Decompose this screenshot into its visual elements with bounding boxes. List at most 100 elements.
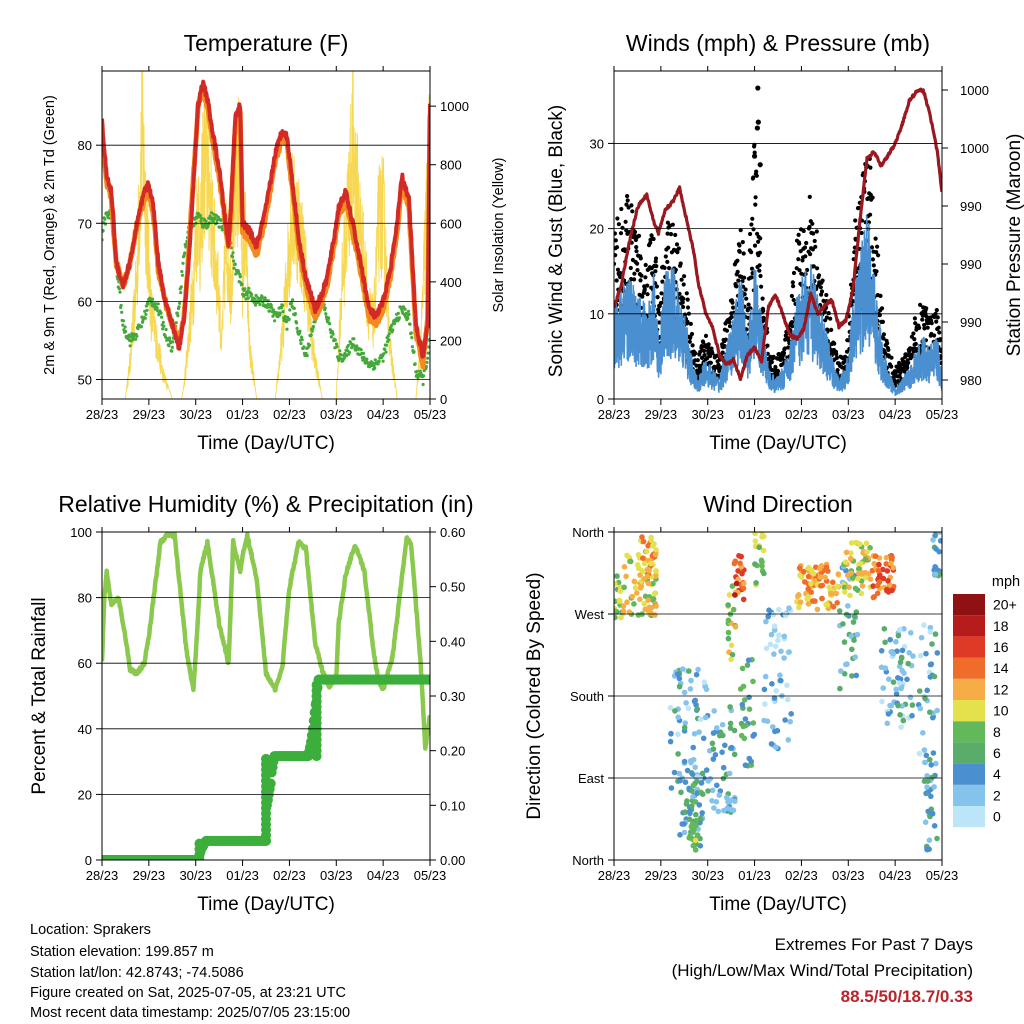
gust-point <box>802 245 808 250</box>
wind-direction-point <box>686 816 693 822</box>
gust-point <box>924 306 929 311</box>
wind-direction-point <box>918 634 925 641</box>
dewpoint-point <box>377 359 381 363</box>
dewpoint-point <box>210 211 214 215</box>
x-tick-label-temperature: 30/23 <box>179 407 212 422</box>
gust-point <box>740 240 745 245</box>
gust-peak-point <box>751 153 758 159</box>
x-tick-label-direction: 02/23 <box>785 868 818 883</box>
dewpoint-point <box>240 282 244 286</box>
wind-direction-point <box>709 740 716 747</box>
dewpoint-point <box>324 312 328 316</box>
dewpoint-point <box>329 335 333 339</box>
wind-direction-point <box>817 566 823 572</box>
gust-point <box>757 263 762 268</box>
dewpoint-point <box>338 349 342 353</box>
wind-direction-point <box>857 541 863 547</box>
dewpoint-point <box>231 251 235 255</box>
wind-direction-point <box>720 775 727 782</box>
gust-point <box>698 368 703 373</box>
wind-direction-point <box>731 751 738 758</box>
x-tick-label-humidity: 04/23 <box>367 868 400 883</box>
wind-direction-point <box>928 793 934 800</box>
wind-direction-point <box>728 797 734 804</box>
wind-direction-point <box>771 695 778 701</box>
gust-point <box>807 194 812 199</box>
gust-point <box>668 232 674 237</box>
wind-direction-point <box>753 580 759 586</box>
colorbar-swatch <box>953 700 985 722</box>
dewpoint-point <box>408 322 412 326</box>
gust-point <box>889 355 894 360</box>
dewpoint-point <box>293 312 297 316</box>
wind-direction-point <box>874 582 881 589</box>
x-tick-label-direction: 04/23 <box>879 868 912 883</box>
wind-direction-point <box>880 575 887 582</box>
wind-direction-point <box>761 570 767 577</box>
x-tick-label-winds: 01/23 <box>738 407 771 422</box>
gust-point <box>665 231 670 236</box>
station-pressure-line <box>614 87 942 382</box>
wind-direction-point <box>702 714 709 721</box>
gust-point <box>878 293 883 298</box>
dewpoint-point <box>387 332 391 336</box>
wind-direction-point <box>890 679 897 685</box>
y-axis-label-direction: Direction (Colored By Speed) <box>524 572 545 819</box>
wind-direction-point <box>645 597 651 603</box>
wind-direction-point <box>929 641 935 647</box>
wind-direction-point <box>699 810 705 816</box>
x-tick-label-direction: 29/23 <box>645 868 678 883</box>
dewpoint-point <box>128 344 132 348</box>
wind-direction-point <box>639 534 645 540</box>
gust-point <box>912 316 918 321</box>
wind-direction-point <box>637 596 643 603</box>
dewpoint-point <box>159 311 163 315</box>
wind-direction-point <box>800 568 807 575</box>
y-tick-label-winds: 0 <box>597 392 604 407</box>
y-tick-label-right-temperature: 600 <box>440 216 462 231</box>
wind-direction-point <box>768 631 775 638</box>
dewpoint-point <box>265 305 269 309</box>
wind-direction-point <box>748 758 754 765</box>
dewpoint-point <box>390 323 394 327</box>
gust-point <box>801 228 806 234</box>
gust-point <box>932 314 937 320</box>
wind-direction-point <box>727 704 733 710</box>
wind-direction-point <box>867 576 874 582</box>
wind-direction-point <box>858 590 865 597</box>
gust-point <box>751 175 756 180</box>
gust-point <box>746 302 751 307</box>
dewpoint-point <box>391 328 395 332</box>
gust-point <box>749 222 754 227</box>
temperature-2m-line <box>102 79 430 359</box>
gust-peak-point <box>754 125 760 131</box>
wind-direction-point <box>849 646 855 653</box>
wind-direction-point <box>765 613 771 620</box>
dewpoint-point <box>160 315 164 319</box>
gust-point <box>653 256 659 261</box>
dewpoint-point <box>396 311 400 315</box>
wind-direction-point <box>930 714 936 721</box>
wind-direction-point <box>641 560 648 567</box>
gust-point <box>758 273 763 279</box>
dewpoint-point <box>415 369 419 373</box>
gust-point <box>695 358 700 363</box>
dewpoint-point <box>121 319 125 323</box>
wind-direction-point <box>909 702 916 708</box>
dewpoint-point <box>361 351 366 355</box>
wind-direction-point <box>879 698 885 705</box>
dewpoint-point <box>381 359 385 363</box>
x-tick-label-winds: 05/23 <box>926 407 959 422</box>
dewpoint-point <box>371 361 375 365</box>
wind-direction-point <box>631 578 638 585</box>
gust-point <box>829 327 834 332</box>
gust-point <box>937 330 942 335</box>
wind-direction-point <box>731 560 738 567</box>
plot-area-temperature <box>102 71 430 399</box>
gust-peak-point <box>755 85 761 91</box>
dewpoint-point <box>124 329 128 334</box>
gust-point <box>790 280 795 285</box>
wind-direction-point <box>830 579 836 586</box>
y-tick-label-winds: 30 <box>590 136 604 151</box>
